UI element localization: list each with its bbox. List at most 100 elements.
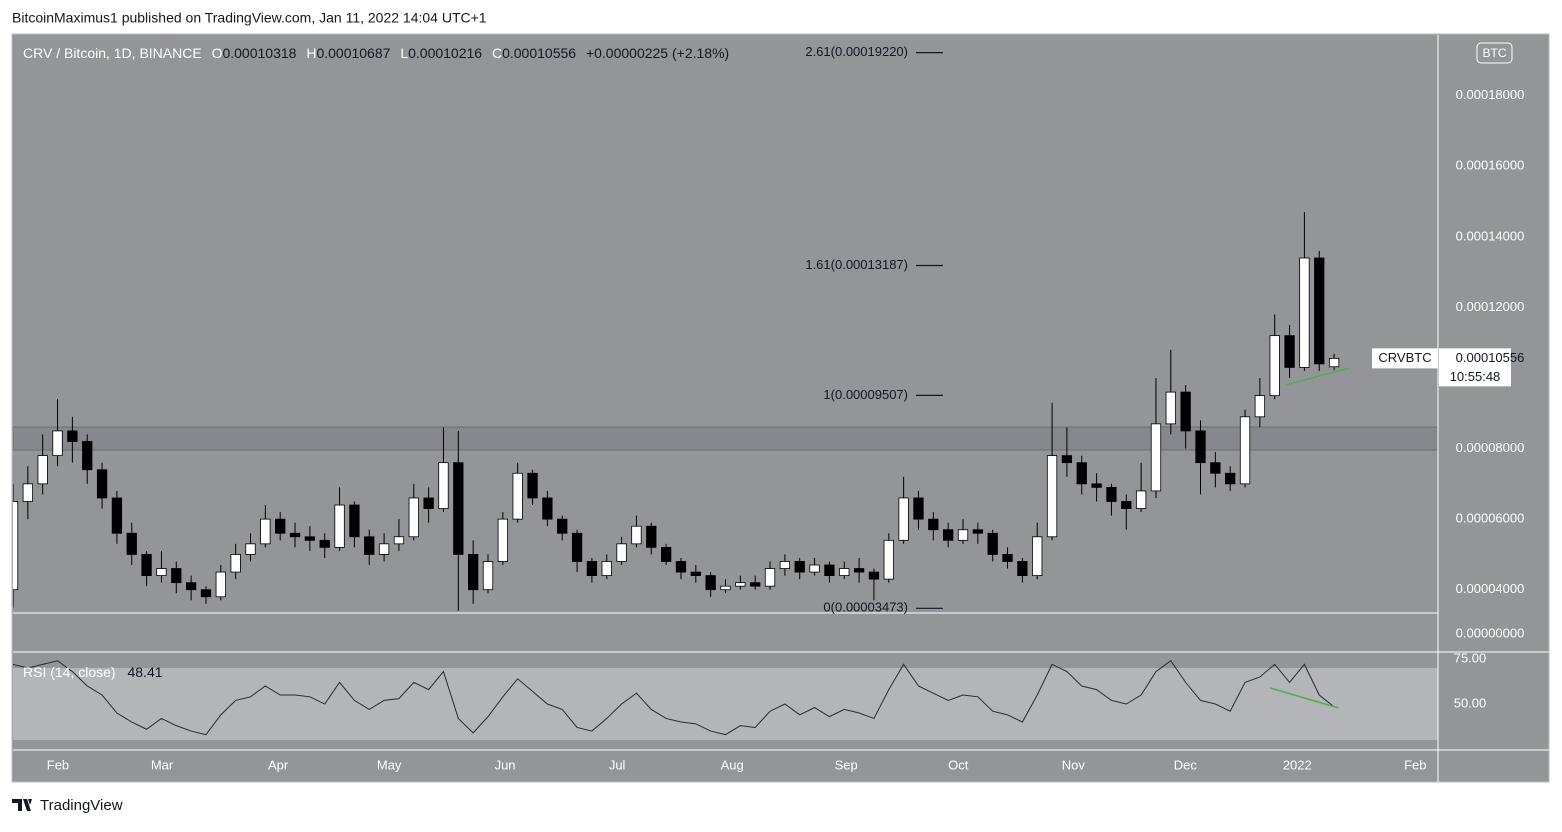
y-tick-label: 0.00008000 — [1456, 440, 1525, 455]
candle-body — [601, 561, 612, 576]
candle-body — [839, 568, 850, 576]
candle-body — [764, 568, 776, 587]
candle-body — [868, 571, 880, 580]
price-tag-symbol-box — [1372, 348, 1438, 369]
candle-body — [1299, 257, 1310, 368]
candle-body — [230, 554, 241, 573]
candle-body — [1091, 483, 1102, 488]
candle-body — [853, 568, 865, 573]
candle-body — [720, 585, 731, 591]
candle-body — [913, 497, 924, 520]
candle-body — [809, 564, 820, 573]
axes: BTC 0.00000000 0.00004000 0.00006000 0.000… — [13, 35, 1549, 782]
price-tag-symbol: CRVBTC — [1378, 350, 1431, 365]
candle-body — [1239, 416, 1251, 485]
candle-body — [438, 462, 449, 509]
candle-body — [349, 504, 360, 538]
candle-body — [497, 518, 508, 562]
candle-body — [215, 571, 226, 598]
candle-body — [1225, 472, 1236, 485]
rsi-line — [13, 660, 1335, 736]
price-tag-countdown: 10:55:48 — [1450, 369, 1501, 384]
candle-body — [482, 561, 494, 591]
candle-body — [987, 532, 998, 555]
candle-body — [1165, 391, 1176, 425]
x-tick-label: Apr — [268, 757, 289, 772]
legend: CRV / Bitcoin, 1D, BINANCE O0.00010318 H… — [23, 45, 729, 61]
x-tick-label: Jul — [609, 757, 626, 772]
candle-body — [408, 497, 419, 538]
x-tick-label: May — [377, 757, 402, 772]
rsi-tick-label: 75.00 — [1454, 650, 1487, 665]
candle-body — [453, 462, 464, 555]
y-tick-label: 0.00012000 — [1456, 299, 1525, 314]
candle-body — [675, 561, 687, 573]
ohlc-value: 0.00010687 — [316, 45, 390, 61]
ohlc-value: 0.00010318 — [222, 45, 296, 61]
candle-body — [67, 430, 78, 442]
candle-body — [1328, 357, 1340, 368]
candle-body — [705, 575, 716, 591]
currency-badge — [1476, 42, 1513, 64]
x-tick-label: Nov — [1062, 757, 1086, 772]
candle-body — [319, 539, 330, 548]
change: +0.00000225 (+2.18%) — [586, 45, 729, 61]
candle-body — [96, 469, 108, 499]
candle-body — [156, 568, 167, 576]
ohlc-value: 0.00010216 — [408, 45, 482, 61]
candle-body — [898, 497, 909, 541]
candle-body — [1210, 462, 1221, 474]
candle-body — [1061, 455, 1073, 464]
rsi-label: RSI (14, close) — [23, 664, 116, 680]
candle-body — [245, 543, 256, 555]
candle-body — [185, 582, 197, 591]
y-tick-label: 0.00006000 — [1456, 511, 1525, 526]
y-tick-label: 0.00018000 — [1456, 87, 1525, 102]
candle-body — [586, 561, 598, 576]
candle-body — [631, 525, 642, 545]
rsi-pane — [13, 660, 1438, 741]
ohlc-key: C — [492, 45, 502, 61]
candle-body — [735, 582, 746, 587]
x-tick-label: Aug — [721, 757, 744, 772]
rsi-value: 48.41 — [127, 664, 162, 680]
candle-body — [1180, 391, 1191, 432]
candle-body — [750, 582, 761, 587]
candle-body — [171, 568, 182, 584]
rsi-legend: RSI (14, close) 48.41 — [23, 664, 163, 680]
x-tick-label: Mar — [151, 757, 174, 772]
candle-body — [779, 561, 791, 569]
x-tick-label: Feb — [47, 757, 69, 772]
rsi-tick-label: 50.00 — [1454, 695, 1487, 710]
fib-label: 0(0.00003473) — [823, 600, 908, 615]
candle-body — [1121, 501, 1132, 509]
candle-body — [972, 529, 983, 534]
candle-body — [141, 554, 152, 576]
candle-body — [616, 543, 627, 562]
x-tick-label: 2022 — [1283, 757, 1312, 772]
candle-body — [690, 571, 701, 576]
candle-body — [52, 430, 63, 457]
price-tag-box — [1439, 348, 1511, 387]
trendline — [1284, 367, 1350, 386]
candle-body — [943, 529, 954, 541]
candle-body — [557, 518, 568, 534]
candle-body — [1046, 455, 1058, 538]
candle-body — [1269, 335, 1280, 397]
candle-body — [542, 497, 553, 520]
symbol: CRV / Bitcoin, 1D, BINANCE — [23, 45, 202, 61]
rsi-band — [13, 667, 1438, 741]
candle-body — [304, 536, 316, 541]
y-tick-label: 0.00004000 — [1456, 581, 1525, 596]
candle-body — [1284, 335, 1295, 368]
brand-logo — [12, 799, 32, 811]
candle-body — [423, 497, 434, 509]
candle-body — [468, 554, 479, 591]
x-tick-label: Sep — [835, 757, 858, 772]
candle-body — [1032, 536, 1043, 576]
candle-body — [200, 589, 212, 598]
fib-label: 1.61(0.00013187) — [805, 257, 908, 272]
ohlc-value: 0.00010556 — [502, 45, 576, 61]
